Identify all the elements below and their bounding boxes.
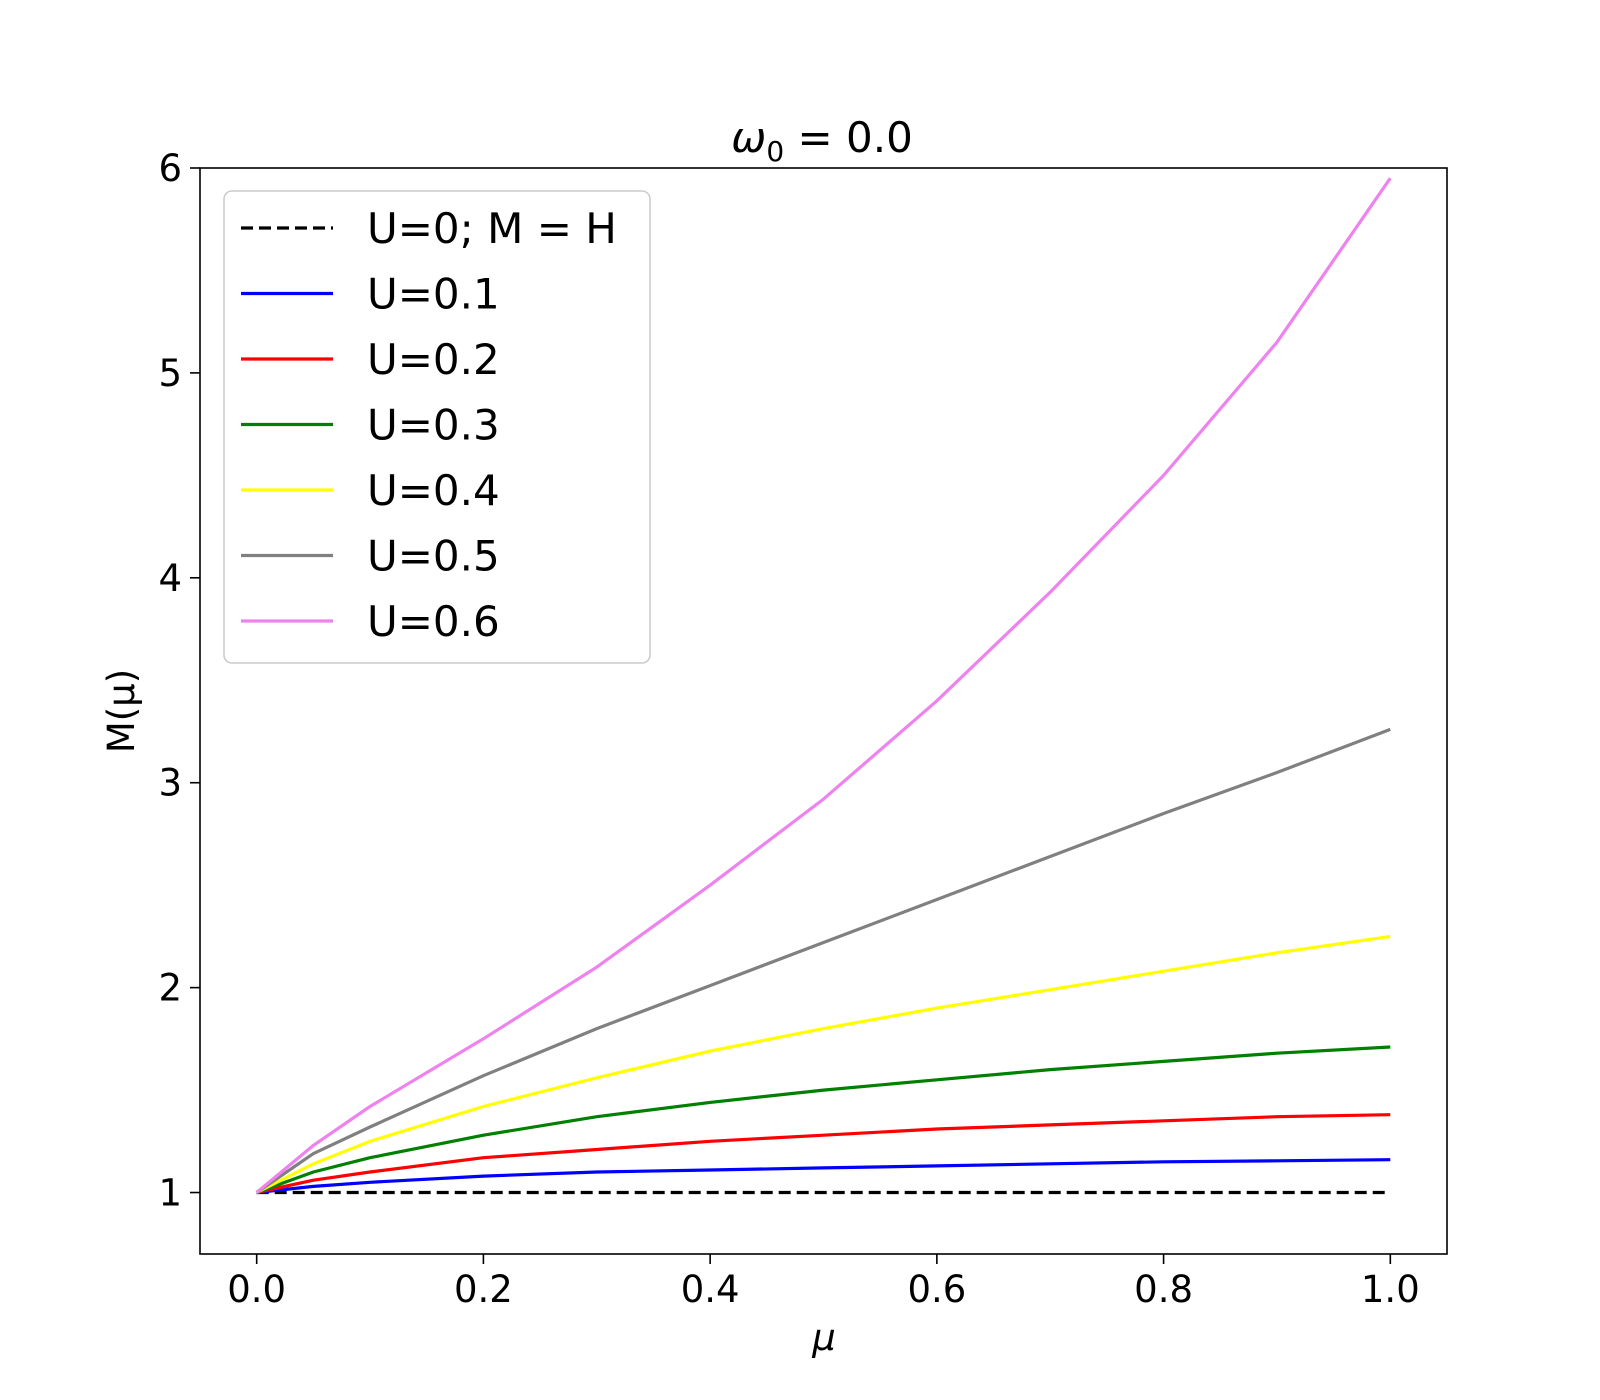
- series-line-u-0-1: [256, 1158, 1391, 1195]
- x-tick-label: 0.2: [454, 1268, 513, 1311]
- series-line-u-0-4: [255, 934, 1391, 1194]
- series-line-u-0-3: [256, 1045, 1391, 1195]
- x-axis-ticks: 0.0 0.2 0.4 0.6 0.8 1.0: [227, 1254, 1420, 1311]
- y-tick-label: 5: [158, 352, 182, 395]
- y-tick-label: 6: [158, 147, 182, 190]
- series-line-u-0-2: [256, 1113, 1391, 1195]
- plot-lines: [255, 177, 1392, 1195]
- x-axis-label: μ: [811, 1316, 836, 1359]
- y-tick-label: 2: [158, 967, 182, 1010]
- legend-box: [223, 190, 651, 664]
- y-axis-label: M(μ): [100, 669, 143, 753]
- x-tick-label: 1.0: [1361, 1268, 1420, 1311]
- legend-label: U=0.3: [367, 401, 500, 450]
- y-axis-ticks: 1 2 3 4 5 6: [158, 147, 200, 1215]
- chart-title: ω0 = 0.0: [731, 113, 913, 168]
- legend: U=0; M = H U=0.1 U=0.2 U=0.3 U=0.4 U=0.5 U=0.6: [223, 190, 651, 664]
- legend-label: U=0.6: [367, 597, 500, 646]
- y-tick-label: 4: [158, 557, 182, 600]
- x-tick-label: 0.0: [227, 1268, 286, 1311]
- y-tick-label: 1: [158, 1172, 182, 1215]
- legend-label: U=0.5: [367, 532, 500, 581]
- y-tick-label: 3: [158, 762, 182, 805]
- plot-frame: [199, 167, 1448, 1255]
- x-tick-label: 0.8: [1134, 1268, 1193, 1311]
- legend-label: U=0.4: [367, 466, 500, 515]
- series-line-u-0-5: [255, 727, 1391, 1194]
- legend-label: U=0; M = H: [367, 204, 617, 253]
- legend-label: U=0.2: [367, 335, 500, 384]
- series-line-u-0-6: [255, 177, 1392, 1194]
- x-tick-label: 0.4: [681, 1268, 740, 1311]
- x-tick-label: 0.6: [907, 1268, 966, 1311]
- legend-label: U=0.1: [367, 270, 500, 319]
